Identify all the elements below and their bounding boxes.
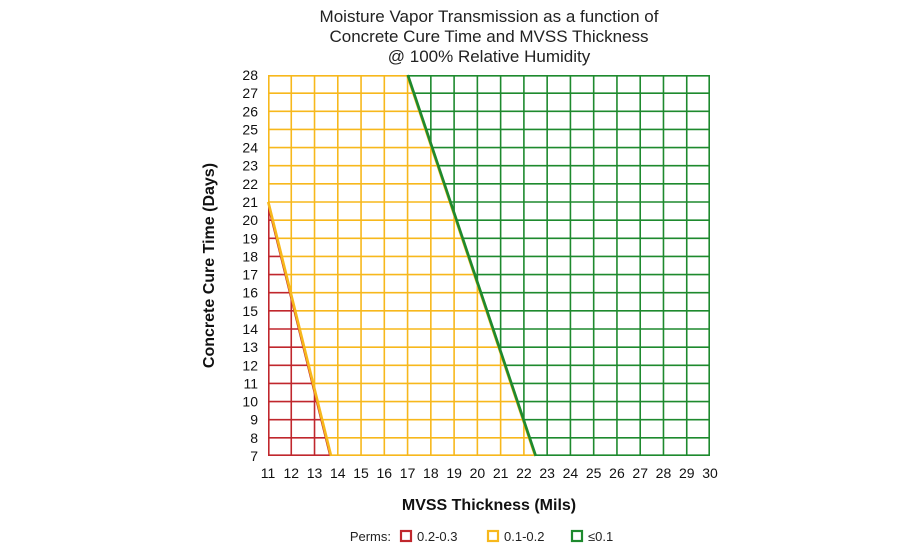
y-tick-label: 9 <box>250 412 258 428</box>
x-tick-label: 29 <box>679 465 695 481</box>
legend-swatch <box>570 529 584 543</box>
x-tick-label: 21 <box>493 465 509 481</box>
y-tick-label: 7 <box>250 448 258 464</box>
region-fill <box>407 75 710 456</box>
y-tick-label: 13 <box>242 339 258 355</box>
y-tick-label: 16 <box>242 285 258 301</box>
boundary-line <box>266 201 332 457</box>
y-tick-label: 10 <box>242 394 258 410</box>
y-tick-label: 18 <box>242 248 258 264</box>
x-tick-label: 24 <box>563 465 579 481</box>
region-boundaries <box>266 74 537 457</box>
legend-swatch <box>486 529 500 543</box>
plot-regions <box>268 75 710 456</box>
chart-title-line: Concrete Cure Time and MVSS Thickness <box>329 27 648 46</box>
x-tick-label: 14 <box>330 465 346 481</box>
x-tick-label: 22 <box>516 465 532 481</box>
x-tick-label: 26 <box>609 465 625 481</box>
y-tick-label: 21 <box>242 194 258 210</box>
legend-entry-label: 0.1-0.2 <box>504 529 544 544</box>
chart-title-line: Moisture Vapor Transmission as a functio… <box>320 7 659 26</box>
y-tick-label: 11 <box>243 375 258 391</box>
legend-swatch <box>399 529 413 543</box>
x-tick-label: 17 <box>400 465 416 481</box>
y-tick-label: 15 <box>242 303 258 319</box>
x-tick-label: 20 <box>470 465 486 481</box>
boundary-line <box>406 74 537 457</box>
legend-entry-label: ≤0.1 <box>588 529 613 544</box>
legend-title: Perms: <box>350 529 391 544</box>
x-tick-label: 27 <box>632 465 648 481</box>
region-fill <box>268 75 536 456</box>
x-tick-label: 18 <box>423 465 439 481</box>
y-tick-label: 26 <box>242 103 258 119</box>
x-tick-label: 15 <box>353 465 369 481</box>
y-tick-label: 12 <box>242 357 258 373</box>
x-tick-label: 19 <box>446 465 462 481</box>
x-tick-label: 16 <box>377 465 393 481</box>
x-axis-label: MVSS Thickness (Mils) <box>402 497 576 514</box>
y-tick-label: 27 <box>242 85 258 101</box>
chart-title-line: @ 100% Relative Humidity <box>388 47 591 66</box>
legend: Perms: 0.2-0.3 0.1-0.2 ≤0.1 <box>350 529 613 544</box>
y-tick-label: 28 <box>242 67 258 83</box>
x-tick-label: 28 <box>656 465 672 481</box>
chart-title: Moisture Vapor Transmission as a functio… <box>320 7 659 66</box>
region-2 <box>407 75 710 456</box>
y-tick-label: 14 <box>242 321 258 337</box>
y-tick-label: 8 <box>250 430 258 446</box>
x-tick-label: 23 <box>539 465 555 481</box>
x-tick-label: 12 <box>283 465 299 481</box>
y-tick-label: 19 <box>242 230 258 246</box>
y-tick-label: 22 <box>242 176 258 192</box>
x-tick-label: 13 <box>307 465 323 481</box>
x-tick-label: 11 <box>261 465 276 481</box>
x-tick-label: 30 <box>702 465 718 481</box>
y-tick-label: 17 <box>242 267 258 283</box>
y-tick-label: 24 <box>242 140 258 156</box>
x-tick-label: 25 <box>586 465 602 481</box>
y-tick-label: 20 <box>242 212 258 228</box>
y-tick-labels: 7 8 9 10 11 12 13 14 15 16 17 18 19 20 21 22 23 24 25 26 27 2… <box>242 67 258 464</box>
y-tick-label: 25 <box>242 121 258 137</box>
y-axis-label: Concrete Cure Time (Days) <box>201 163 218 368</box>
legend-entry-label: 0.2-0.3 <box>417 529 457 544</box>
x-tick-labels: 11 12 13 14 15 16 17 18 19 20 21 22 23 24 25 26 27 28 29 30 <box>261 465 718 481</box>
y-tick-label: 23 <box>242 158 258 174</box>
